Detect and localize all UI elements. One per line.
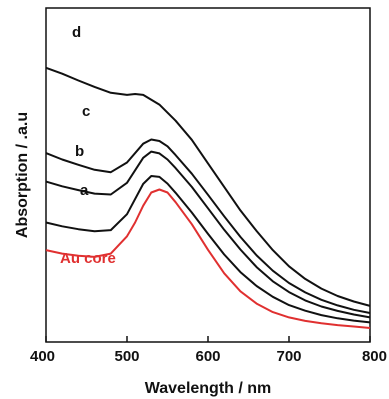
x-tick-label-500: 500	[114, 348, 139, 365]
x-tick-label-400: 400	[30, 348, 55, 365]
plot-frame	[45, 7, 371, 343]
x-tick-label-800: 800	[362, 348, 387, 365]
x-axis-title: Wavelength / nm	[145, 380, 272, 397]
series-line-au-core	[45, 188, 371, 329]
series-label-b: b	[75, 143, 84, 160]
series-label-au-core: Au core	[60, 250, 116, 267]
series-label-c: c	[82, 103, 90, 120]
y-axis-title: Absorption / .a.u	[14, 112, 31, 238]
series-label-a: a	[80, 182, 89, 199]
series-labels: d c b a Au core	[60, 24, 116, 267]
x-tick-label-700: 700	[276, 348, 301, 365]
x-axis-tick-labels: 400 500 600 700 800	[30, 348, 387, 365]
series-line-a	[45, 175, 371, 324]
series-line-d	[45, 66, 371, 307]
series-line-b	[45, 150, 371, 319]
x-tick-label-600: 600	[195, 348, 220, 365]
series-lines	[45, 66, 371, 329]
x-axis-ticks	[45, 336, 371, 342]
series-line-c	[45, 138, 371, 314]
series-label-d: d	[72, 24, 81, 41]
